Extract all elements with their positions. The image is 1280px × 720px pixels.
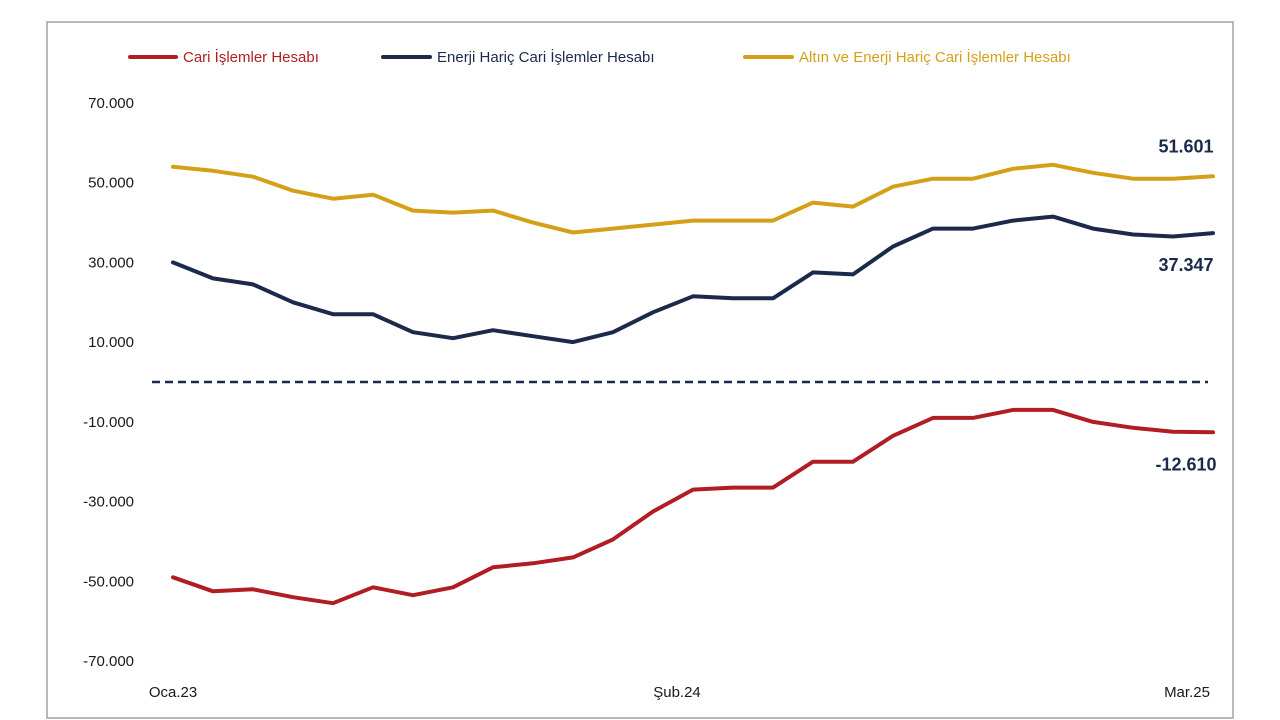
legend-item: Altın ve Enerji Hariç Cari İşlemler Hesa… <box>743 48 1071 66</box>
x-tick-label: Şub.24 <box>653 684 701 701</box>
x-tick-label: Oca.23 <box>149 684 197 701</box>
series-line-1 <box>171 407 1215 606</box>
y-tick-label: 70.000 <box>88 95 134 112</box>
x-tick-label: Mar.25 <box>1164 684 1210 701</box>
x-axis-ticks: Oca.23 Şub.24 Mar.25 <box>149 684 1210 701</box>
y-tick-label: 30.000 <box>88 254 134 271</box>
legend-label: Altın ve Enerji Hariç Cari İşlemler Hesa… <box>799 48 1071 66</box>
end-value-label: 51.601 <box>1158 136 1213 156</box>
end-value-label: 37.347 <box>1158 255 1213 275</box>
end-labels: -12.610 37.347 51.601 <box>1155 136 1216 474</box>
series-line-2 <box>171 214 1215 345</box>
y-tick-label: 10.000 <box>88 334 134 351</box>
series-lines <box>171 162 1215 606</box>
y-axis-ticks: 70.000 50.000 30.000 10.000 -10.000 -30.000 -5… <box>83 95 134 670</box>
legend-label: Cari İşlemler Hesabı <box>183 48 319 66</box>
legend: Cari İşlemler Hesabı Enerji Hariç Cari İş… <box>128 48 1071 66</box>
y-tick-label: -70.000 <box>83 653 134 670</box>
y-tick-label: -50.000 <box>83 573 134 590</box>
series-line-3 <box>171 162 1215 235</box>
y-tick-label: -10.000 <box>83 414 134 431</box>
legend-label: Enerji Hariç Cari İşlemler Hesabı <box>437 48 655 66</box>
y-tick-label: -30.000 <box>83 494 134 511</box>
y-tick-label: 50.000 <box>88 175 134 192</box>
legend-item: Enerji Hariç Cari İşlemler Hesabı <box>381 48 655 66</box>
legend-item: Cari İşlemler Hesabı <box>128 48 319 66</box>
chart-frame <box>46 21 1234 719</box>
end-value-label: -12.610 <box>1155 454 1216 474</box>
